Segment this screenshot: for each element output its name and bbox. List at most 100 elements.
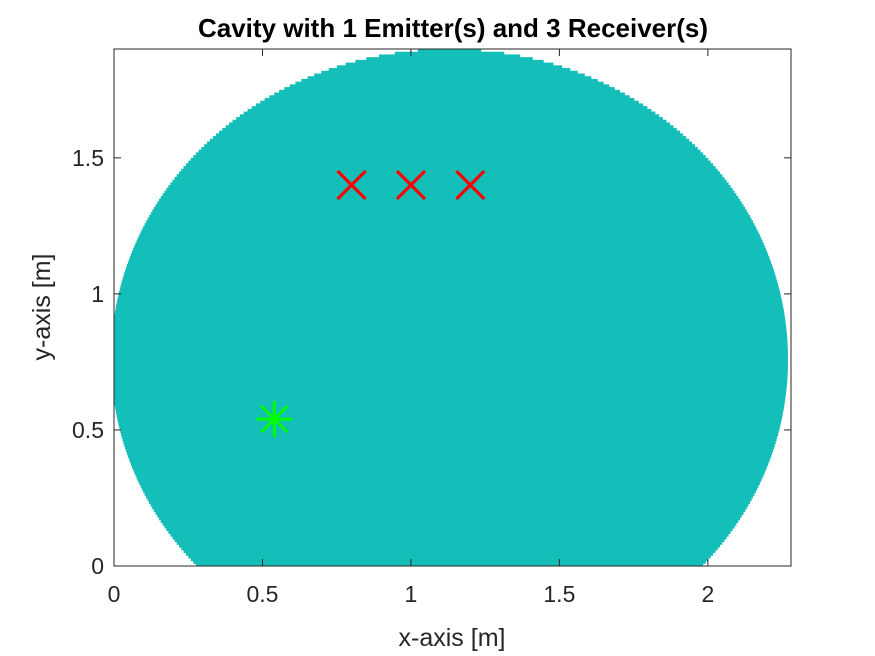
cavity-strip [159, 517, 741, 521]
cavity-strip [122, 277, 777, 281]
cavity-strip [174, 538, 725, 543]
cavity-strip [114, 342, 788, 347]
cavity-strip [355, 59, 544, 64]
cavity-strip [128, 258, 771, 262]
cavity-strip [164, 525, 735, 529]
y-axis-label: y-axis [m] [28, 254, 56, 361]
cavity-strip [144, 223, 755, 227]
cavity-strip [114, 351, 788, 355]
cavity-strip [193, 560, 706, 564]
cavity-strip [174, 176, 725, 181]
cavity-strip [139, 481, 760, 485]
cavity-strip [124, 443, 775, 447]
cavity-strip [143, 225, 756, 230]
cavity-strip [115, 405, 785, 409]
cavity-strip [125, 269, 774, 273]
cavity-strip [152, 506, 747, 510]
cavity-strip [120, 429, 779, 434]
cavity-strip [114, 375, 788, 379]
cavity-strip [181, 546, 718, 551]
cavity-strip [139, 234, 760, 238]
cavity-strip [417, 49, 482, 53]
y-tick-label: 0 [91, 553, 104, 579]
cavity-strip [198, 149, 701, 153]
markers-layer [256, 169, 486, 438]
cavity-strip [122, 438, 777, 442]
cavity-strip [255, 103, 644, 107]
cavity-strip [140, 231, 759, 235]
cavity-strip [155, 511, 744, 515]
cavity-region [114, 49, 789, 566]
cavity-strip [125, 448, 774, 453]
cavity-strip [164, 190, 735, 194]
cavity-strip [120, 285, 779, 290]
cavity-strip [170, 533, 729, 537]
cavity-strip [123, 274, 776, 279]
cavity-strip [119, 427, 780, 431]
emitter-marker [256, 401, 293, 438]
cavity-strip [121, 432, 779, 436]
cavity-strip [121, 283, 779, 287]
cavity-strip [188, 160, 711, 164]
cavity-strip [185, 163, 714, 167]
cavity-strip [215, 133, 684, 137]
cavity-strip [295, 81, 604, 85]
cavity-strip [114, 326, 787, 330]
cavity-strip [183, 549, 716, 553]
x-tick-label: 0 [108, 581, 121, 607]
cavity-strip [114, 348, 788, 352]
cavity-strip [129, 255, 770, 260]
cavity-strip [150, 212, 749, 216]
cavity-strip [114, 340, 788, 344]
cavity-strip [114, 389, 787, 393]
cavity-strip [160, 519, 739, 524]
cavity-strip [195, 563, 704, 566]
cavity-strip [149, 500, 750, 505]
cavity-strip [114, 380, 788, 385]
receiver-marker [455, 169, 486, 201]
cavity-strip [153, 206, 746, 211]
cavity-strip [114, 394, 786, 398]
cavity-strip [114, 329, 787, 333]
cavity-strip [115, 408, 784, 412]
cavity-strip [114, 378, 788, 382]
cavity-strip [124, 272, 775, 276]
cavity-strip [212, 136, 687, 140]
cavity-strip [209, 138, 690, 143]
cavity-strip [123, 440, 776, 445]
cavity-strip [225, 125, 674, 129]
cavity-strip [114, 400, 785, 404]
cavity-strip [118, 293, 781, 298]
cavity-strip [147, 217, 752, 222]
cavity-strip [114, 315, 785, 319]
cavity-strip [135, 473, 764, 477]
cavity-strip [143, 489, 756, 494]
y-tick-label: 1 [91, 281, 104, 307]
cavity-strip [159, 198, 741, 202]
cavity-strip [157, 201, 742, 205]
cavity-strip [114, 353, 788, 358]
cavity-strip [132, 250, 768, 254]
cavity-strip [152, 209, 747, 213]
cavity-strip [232, 119, 667, 124]
cavity-strip [116, 304, 784, 309]
cavity-strip [116, 302, 783, 306]
cavity-strip [136, 239, 763, 243]
cavity-strip [366, 57, 533, 61]
cavity-strip [126, 451, 773, 456]
cavity-strip [118, 424, 781, 428]
x-tick-label: 2 [701, 581, 714, 607]
cavity-strip [146, 220, 754, 224]
cavity-strip [136, 476, 763, 480]
chart-title: Cavity with 1 Emitter(s) and 3 Receiver(… [198, 13, 708, 43]
receiver-marker [395, 169, 427, 201]
cavity-strip [114, 356, 789, 360]
cavity-strip [116, 413, 783, 417]
cavity-strip [114, 397, 786, 401]
cavity-strip [114, 370, 788, 374]
cavity-strip [116, 410, 784, 415]
cavity-strip [157, 514, 742, 518]
cavity-strip [114, 402, 785, 407]
cavity-strip [141, 487, 758, 491]
